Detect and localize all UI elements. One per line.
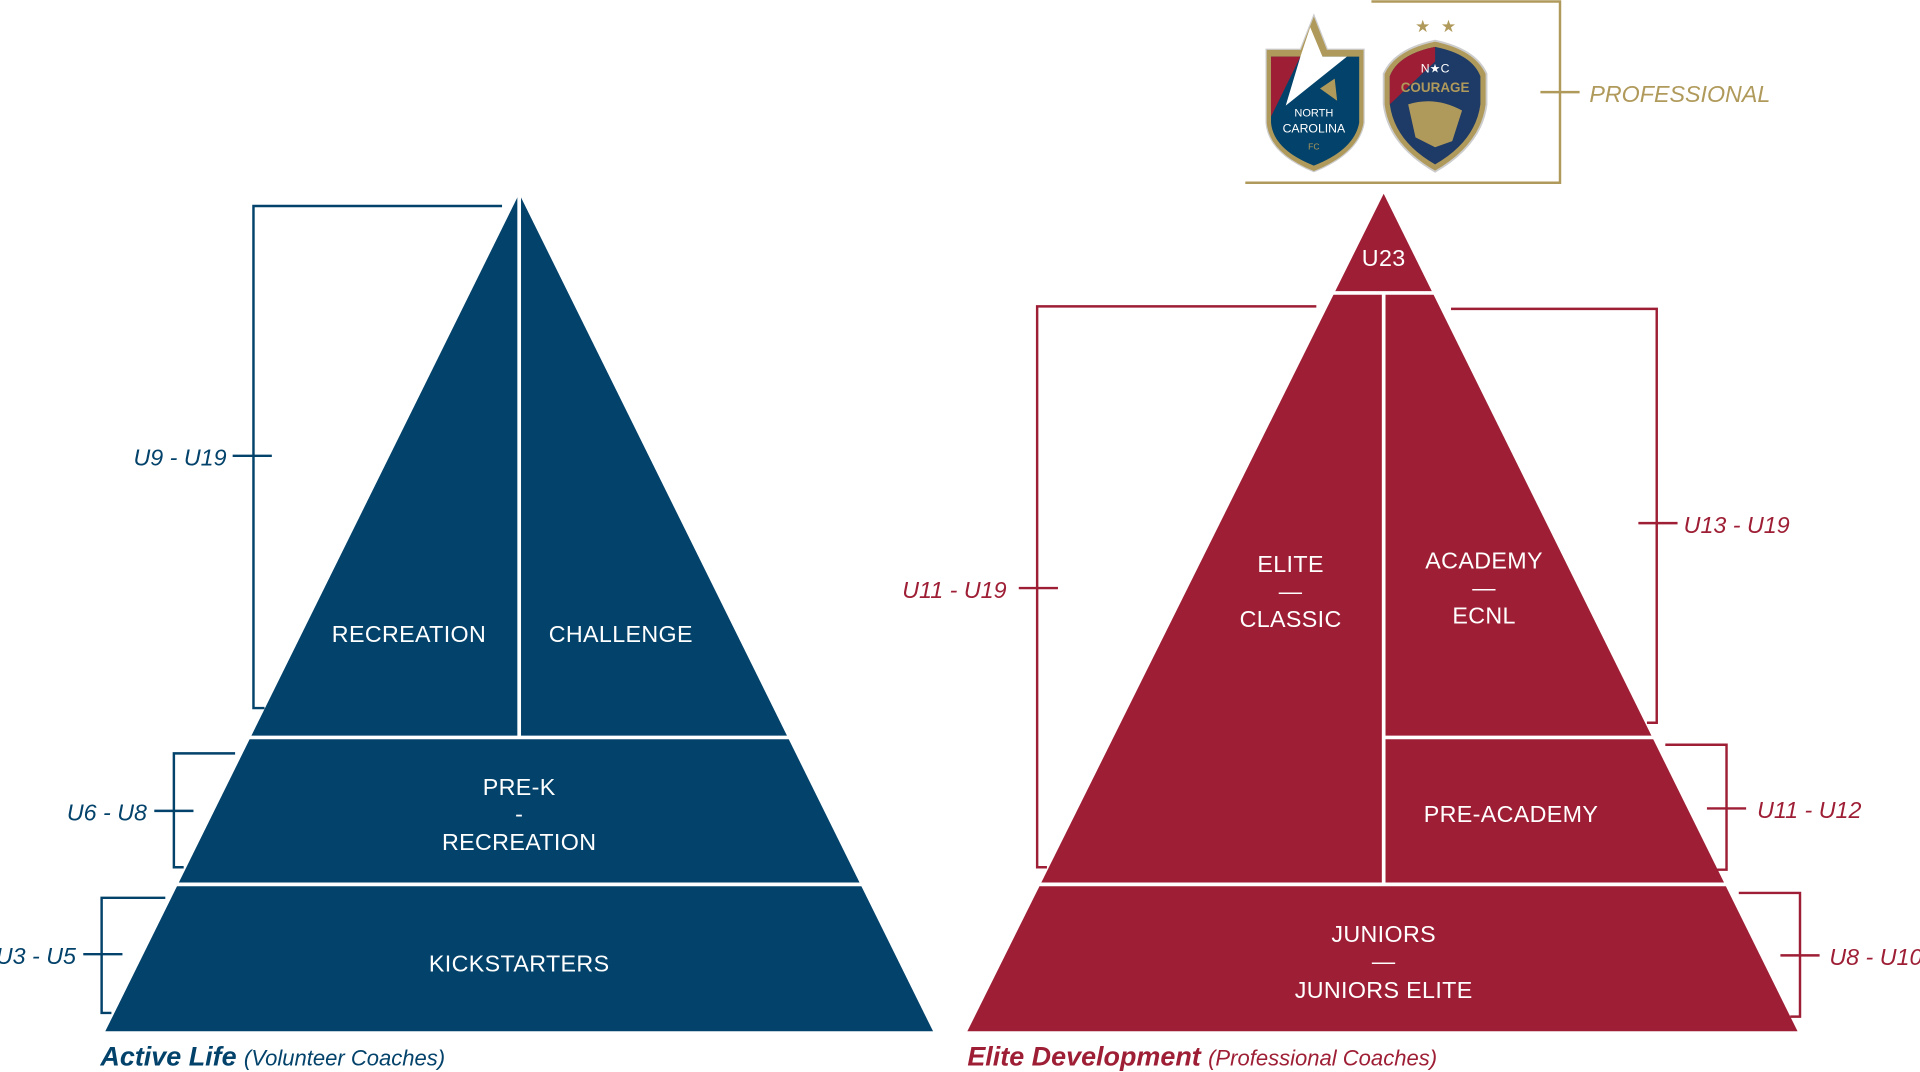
nc-courage-logo: ★ ★ N★C COURAGE [1382,17,1488,173]
tier-juniors-line1: JUNIORS [1331,921,1436,947]
tier-prek-line2: RECREATION [442,829,596,855]
range-u9-u19: U9 - U19 [133,445,226,471]
elite-pyramid: U23 ELITE — CLASSIC ACADEMY — ECNL PRE-A… [967,193,1798,1032]
tier-challenge: CHALLENGE [549,621,693,647]
tier-juniors-line2: JUNIORS ELITE [1295,977,1473,1003]
active-life-caption: Active Life (Volunteer Coaches) [99,1042,445,1072]
tier-u23: U23 [1362,245,1406,271]
tier-academy-line1: ACADEMY [1425,547,1543,573]
active-life-subtitle: (Volunteer Coaches) [244,1046,445,1071]
tier-juniors-sep: — [1372,948,1396,974]
active-life-pyramid: RECREATION CHALLENGE PRE-K - RECREATION … [105,193,934,1032]
active-life-brackets: U9 - U19 U6 - U8 U3 - U5 [0,204,503,1015]
tier-elite-line2: CLASSIC [1240,606,1342,632]
tier-prek-line1: PRE-K [483,774,556,800]
tier-kickstarters: KICKSTARTERS [429,950,610,976]
svg-text:COURAGE: COURAGE [1401,80,1470,95]
tier-academy-line2: ECNL [1452,603,1516,629]
range-u11-u19: U11 - U19 [902,577,1006,603]
elite-title: Elite Development [967,1042,1201,1072]
svg-text:FC: FC [1308,142,1319,152]
range-u8-u10: U8 - U10 [1829,944,1920,970]
elite-brackets: U11 - U19 U13 - U19 U11 - U12 U8 - U10 [902,305,1920,1018]
svg-text:CAROLINA: CAROLINA [1283,122,1346,136]
star-icon: ★ [1415,17,1430,36]
professional-label: PROFESSIONAL [1589,81,1770,107]
active-life-title: Active Life [99,1042,236,1072]
tier-recreation: RECREATION [332,621,486,647]
professional-section: PROFESSIONAL NORTH CAROLINA FC ★ ★ N★C C… [1245,0,1770,184]
range-u3-u5: U3 - U5 [0,943,76,969]
svg-text:N★C: N★C [1421,62,1450,76]
svg-text:NORTH: NORTH [1294,108,1333,120]
star-icon: ★ [1441,17,1456,36]
tier-prek-sep: - [515,801,523,827]
bracket-u13-u19 [1451,307,1658,724]
north-carolina-fc-logo: NORTH CAROLINA FC [1265,13,1365,173]
tier-elite-line1: ELITE [1257,551,1323,577]
range-u6-u8: U6 - U8 [67,800,147,826]
tier-elite-sep: — [1279,578,1303,604]
range-u11-u12: U11 - U12 [1757,797,1861,823]
elite-subtitle: (Professional Coaches) [1208,1046,1437,1071]
tier-pre-academy: PRE-ACADEMY [1424,801,1599,827]
tier-academy-sep: — [1472,574,1496,600]
elite-caption: Elite Development (Professional Coaches) [967,1042,1437,1072]
range-u13-u19: U13 - U19 [1684,512,1790,538]
